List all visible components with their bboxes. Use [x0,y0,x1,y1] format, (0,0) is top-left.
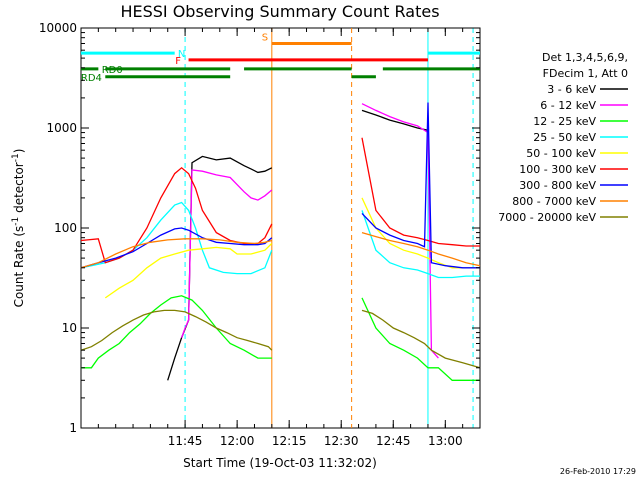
series-line-2 [81,295,480,381]
series-line-8 [80,309,481,369]
y-tick-label: 100 [54,221,77,235]
series-line-4 [104,197,480,299]
y-tick-label: 10000 [39,21,77,35]
series-line-3 [80,201,480,279]
flag-label-rd4: RD4 [81,73,102,84]
legend-label-2: 12 - 25 keV [533,115,596,128]
legend-label-4: 50 - 100 keV [526,147,596,160]
legend-label-6: 300 - 800 keV [519,179,596,192]
y-tick-label: 1000 [46,121,77,135]
y-tick-label: 10 [62,321,77,335]
chart-title: HESSI Observing Summary Count Rates [120,2,439,21]
x-tick-label: 12:15 [272,434,307,448]
series-line-1 [180,103,439,359]
series-line-0 [167,109,429,381]
x-tick-label: 11:45 [168,434,203,448]
y-tick-label: 1 [69,421,77,435]
x-axis-label: Start Time (19-Oct-03 11:32:02) [183,456,377,470]
flag-label-rd0: RD0 [102,65,123,76]
x-tick-label: 12:30 [324,434,359,448]
legend-label-1: 6 - 12 keV [540,99,596,112]
series-line-7 [80,231,481,269]
legend-label-3: 25 - 50 keV [533,131,596,144]
legend-label-7: 800 - 7000 keV [512,195,596,208]
legend-label-5: 100 - 300 keV [519,163,596,176]
legend-label-0: 3 - 6 keV [547,83,596,96]
flag-label-f: F [175,56,181,67]
series-line-6 [80,102,480,269]
plot-frame [80,27,481,429]
legend-label-8: 7000 - 20000 keV [498,211,596,224]
x-tick-label: 12:00 [220,434,255,448]
x-tick-label: 13:00 [428,434,463,448]
x-tick-label: 12:45 [376,434,411,448]
flag-label-s: S [262,32,268,43]
legend-header-2: FDecim 1, Att 0 [543,67,628,80]
flag-label-n: N [178,49,185,60]
legend-header-1: Det 1,3,4,5,6,9, [542,51,628,64]
timestamp: 26-Feb-2010 17:29 [560,467,636,476]
legend: Det 1,3,4,5,6,9, FDecim 1, Att 0 3 - 6 k… [498,51,628,224]
y-axis-label: Count Rate (s-1 detector-1) [11,149,26,308]
